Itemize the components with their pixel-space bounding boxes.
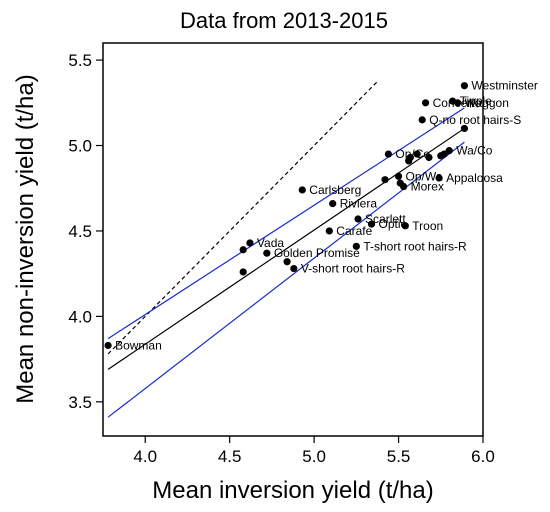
- x-tick-label: 4.0: [133, 447, 157, 466]
- x-tick-label: 6.0: [471, 447, 495, 466]
- point-label: Westminster: [471, 79, 537, 93]
- data-point: [400, 182, 408, 191]
- data-point: [381, 176, 389, 184]
- point-label: Appaloosa: [446, 171, 503, 185]
- point-label: V-short root hairs-R: [301, 262, 405, 276]
- data-point: [418, 116, 426, 124]
- point-label: Vada: [257, 236, 284, 250]
- point-label: Troon: [412, 219, 443, 233]
- data-point: [263, 249, 271, 257]
- x-axis-label: Mean inversion yield (t/ha): [152, 477, 433, 504]
- point-label: T-short root hairs-R: [363, 239, 467, 253]
- x-tick-label: 5.0: [302, 447, 326, 466]
- data-point: [440, 150, 448, 158]
- data-point: [246, 239, 254, 247]
- point-label: Optic: [379, 217, 407, 231]
- data-point: [352, 242, 360, 250]
- point-label: Waggon: [465, 96, 509, 110]
- data-point: [425, 153, 433, 162]
- point-label: Bowman: [115, 338, 162, 352]
- y-tick-label: 3.5: [68, 393, 92, 412]
- data-point: [413, 150, 421, 158]
- data-point: [329, 200, 337, 208]
- data-point: [283, 258, 291, 266]
- point-label: Carlsberg: [309, 183, 361, 197]
- y-tick-label: 5.5: [68, 51, 92, 70]
- y-tick-label: 4.0: [68, 307, 92, 326]
- data-point: [445, 147, 453, 155]
- x-tick-label: 4.5: [218, 447, 242, 466]
- data-point: [401, 222, 409, 230]
- data-point: [454, 99, 462, 107]
- point-label: Wa/Co: [456, 144, 493, 158]
- data-point: [239, 246, 247, 254]
- point-label: Morex: [411, 180, 444, 194]
- data-point: [460, 82, 469, 90]
- data-point: [394, 172, 403, 180]
- y-axis: 3.5 4.0 4.5 5.0 5.5: [68, 51, 103, 412]
- data-point: [354, 215, 362, 223]
- one-to-one-dashed-line: [107, 80, 379, 355]
- data-points: [104, 82, 469, 350]
- chart-title: Data from 2013-2015: [180, 8, 388, 33]
- point-label: Op/Co: [395, 147, 430, 161]
- data-point: [384, 150, 393, 158]
- data-point: [104, 341, 112, 350]
- x-axis: 4.0 4.5 5.0 5.5 6.0: [133, 436, 495, 466]
- data-point: [435, 174, 443, 182]
- y-tick-label: 4.5: [68, 222, 92, 241]
- point-label: Concerto: [433, 96, 482, 110]
- point-label: Riviera: [340, 197, 378, 211]
- data-point: [239, 268, 247, 276]
- data-point: [367, 220, 376, 228]
- point-label: Op/Wa: [406, 169, 443, 183]
- x-tick-label: 5.5: [387, 447, 411, 466]
- point-label: Carafe: [336, 224, 372, 238]
- y-tick-label: 5.0: [68, 137, 92, 156]
- regression-line: [107, 107, 465, 340]
- point-label: Scarlett: [365, 212, 406, 226]
- point-label: Golden Promise: [274, 246, 360, 260]
- data-point: [421, 99, 430, 107]
- point-label: Tipple: [460, 94, 493, 108]
- plot-frame: [102, 42, 484, 437]
- regression-line: [107, 127, 465, 370]
- data-point: [406, 153, 414, 162]
- data-point: [460, 124, 469, 133]
- point-label: Q-no root hairs-S: [429, 113, 521, 127]
- data-point: [298, 186, 306, 194]
- data-point: [325, 227, 333, 235]
- y-axis-label: Mean non-inversion yield (t/ha): [12, 74, 39, 404]
- data-point: [290, 264, 298, 273]
